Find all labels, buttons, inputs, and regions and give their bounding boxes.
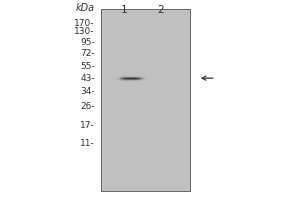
Text: 1: 1 (121, 5, 128, 15)
Text: 2: 2 (157, 5, 164, 15)
Text: 72-: 72- (80, 49, 95, 58)
Text: 34-: 34- (80, 87, 95, 96)
Text: 11-: 11- (80, 139, 95, 148)
Text: 17-: 17- (80, 121, 95, 130)
Text: 170-: 170- (74, 19, 95, 28)
Text: 95-: 95- (80, 38, 95, 47)
Text: kDa: kDa (76, 3, 95, 13)
Bar (101, 9, 190, 191)
Text: 55-: 55- (80, 62, 95, 71)
Text: 43-: 43- (80, 74, 95, 83)
Text: 26-: 26- (80, 102, 95, 111)
Text: 130-: 130- (74, 27, 95, 36)
